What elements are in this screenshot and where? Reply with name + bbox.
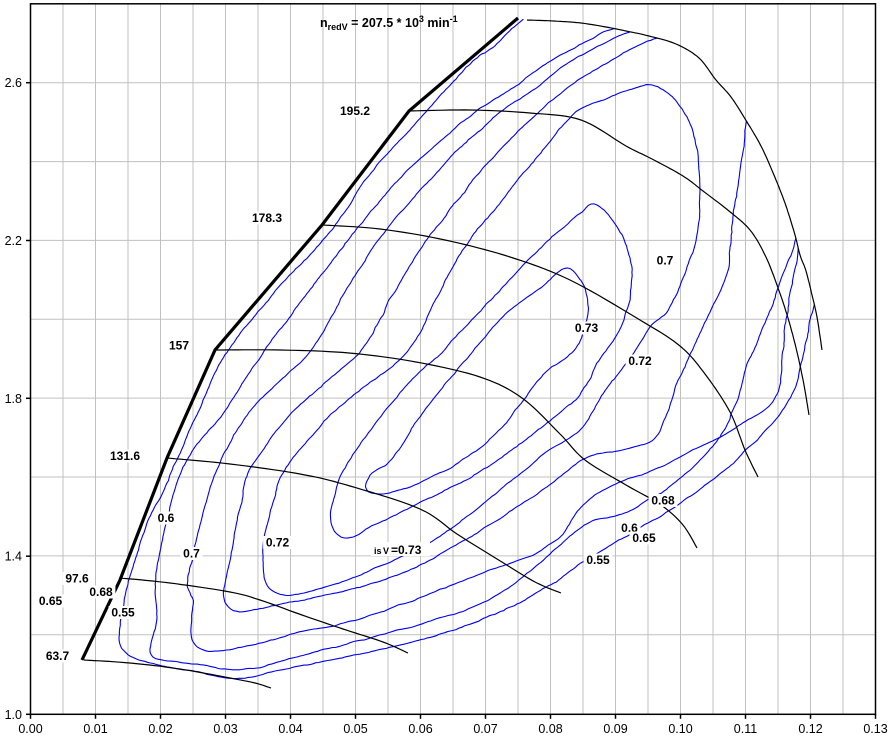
svg-text:0.13: 0.13 [863,722,887,736]
svg-text:0.72: 0.72 [266,536,290,550]
svg-text:0.72: 0.72 [628,354,652,368]
svg-text:0.07: 0.07 [473,722,497,736]
svg-text:0.7: 0.7 [657,254,674,268]
svg-text:0.68: 0.68 [651,494,675,508]
svg-text:0.65: 0.65 [632,531,656,545]
svg-text:0.73: 0.73 [575,321,599,335]
svg-text:1.8: 1.8 [5,392,22,406]
svg-text:0.68: 0.68 [89,585,113,599]
svg-text:0.7: 0.7 [183,547,200,561]
svg-text:178.3: 178.3 [252,211,282,225]
svg-text:0.09: 0.09 [603,722,627,736]
svg-text:0.10: 0.10 [668,722,692,736]
svg-text:195.2: 195.2 [340,104,370,118]
svg-text:0.06: 0.06 [408,722,432,736]
svg-text:is: is [374,546,382,556]
svg-text:2.6: 2.6 [5,76,22,90]
svg-text:1.4: 1.4 [5,550,22,564]
svg-text:0.55: 0.55 [111,606,135,620]
svg-text:0.00: 0.00 [18,722,42,736]
svg-text:nredV = 207.5 * 103 min-1: nredV = 207.5 * 103 min-1 [320,14,458,32]
svg-text:0.05: 0.05 [343,722,367,736]
svg-text:0.6: 0.6 [158,511,175,525]
svg-text:0.03: 0.03 [213,722,237,736]
svg-text:1.0: 1.0 [5,708,22,722]
svg-text:131.6: 131.6 [110,449,140,463]
svg-text:157: 157 [169,339,189,353]
svg-text:0.01: 0.01 [83,722,107,736]
svg-text:0.55: 0.55 [586,553,610,567]
svg-text:2.2: 2.2 [5,234,22,248]
svg-text:0.04: 0.04 [278,722,302,736]
svg-text:0.08: 0.08 [538,722,562,736]
svg-text:63.7: 63.7 [46,649,70,663]
svg-text:0.02: 0.02 [148,722,172,736]
svg-text:0.12: 0.12 [798,722,822,736]
svg-text:V: V [383,546,389,556]
svg-text:=0.73: =0.73 [391,543,422,557]
svg-text:0.65: 0.65 [39,594,63,608]
svg-text:0.11: 0.11 [734,722,757,736]
svg-text:97.6: 97.6 [65,572,89,586]
